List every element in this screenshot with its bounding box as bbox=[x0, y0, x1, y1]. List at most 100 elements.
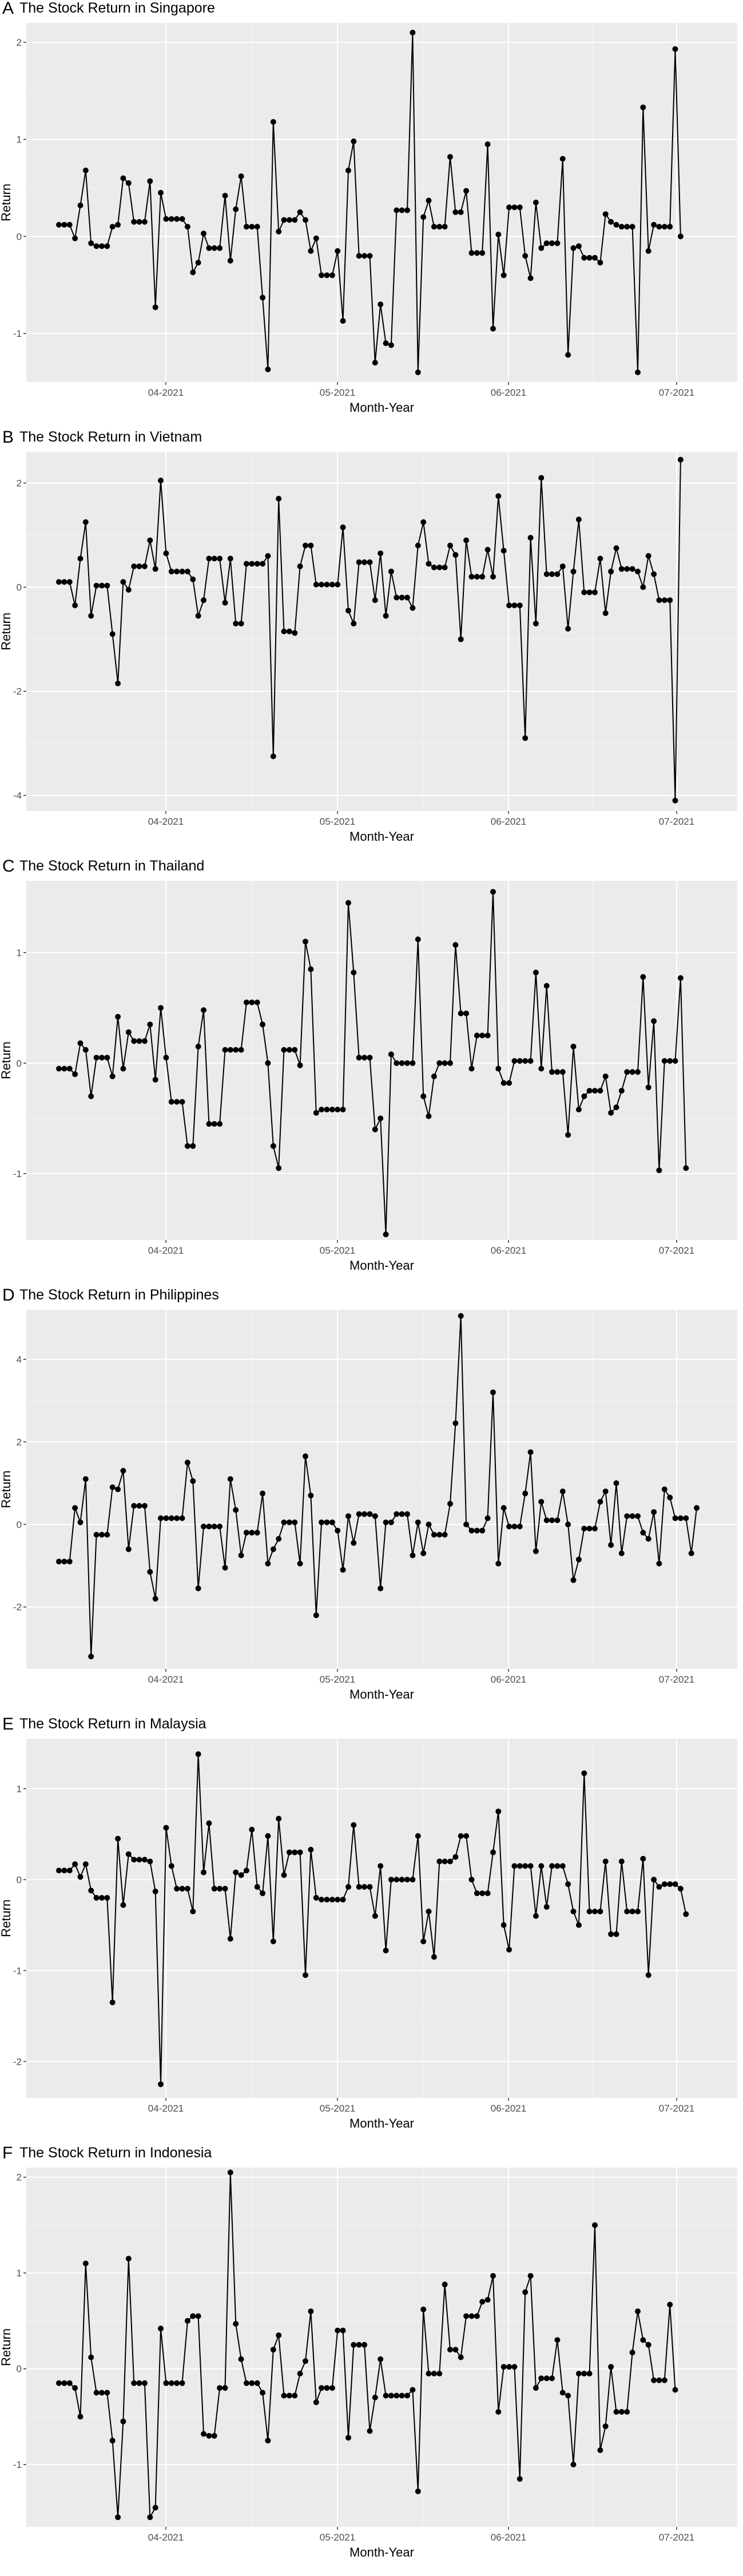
data-point bbox=[565, 1132, 571, 1138]
data-point bbox=[516, 602, 523, 609]
data-point bbox=[297, 2371, 303, 2377]
data-point bbox=[420, 519, 427, 525]
data-point bbox=[516, 1058, 523, 1064]
data-point bbox=[667, 597, 673, 603]
y-tick-label: -4 bbox=[13, 790, 22, 801]
data-point bbox=[361, 253, 368, 259]
data-point bbox=[656, 1560, 662, 1567]
data-point bbox=[345, 168, 351, 173]
data-point bbox=[656, 1884, 662, 1890]
data-point bbox=[458, 2354, 464, 2360]
data-point bbox=[158, 2081, 164, 2088]
data-point bbox=[61, 1559, 67, 1565]
data-point bbox=[211, 2432, 217, 2439]
data-point bbox=[372, 360, 378, 366]
series-line bbox=[59, 892, 687, 1235]
data-point bbox=[211, 1886, 217, 1892]
data-point bbox=[683, 1911, 689, 1917]
data-point bbox=[56, 2380, 62, 2386]
data-point bbox=[543, 983, 550, 989]
data-point bbox=[147, 1569, 153, 1575]
data-point bbox=[549, 240, 555, 247]
series-line bbox=[59, 1754, 687, 2085]
data-point bbox=[254, 1529, 260, 1536]
data-point bbox=[538, 475, 545, 481]
data-point bbox=[163, 1824, 169, 1831]
data-point bbox=[549, 571, 555, 577]
data-point bbox=[286, 2392, 292, 2399]
data-point bbox=[249, 560, 255, 567]
data-point bbox=[292, 1519, 298, 1525]
data-point bbox=[522, 1490, 529, 1497]
data-point bbox=[431, 2371, 437, 2377]
data-point bbox=[356, 559, 362, 565]
chart-panel-f: F The Stock Return in Indonesia 2 1 0 -1 04-20… bbox=[0, 2144, 737, 2559]
data-point bbox=[597, 260, 603, 266]
data-point bbox=[131, 1038, 137, 1044]
data-point bbox=[420, 2306, 427, 2312]
data-point bbox=[410, 1552, 416, 1559]
data-point bbox=[238, 1047, 244, 1053]
data-point bbox=[254, 224, 260, 230]
y-tick-label: 2 bbox=[17, 37, 22, 48]
data-point bbox=[565, 1881, 571, 1887]
data-point bbox=[452, 1854, 459, 1860]
data-point bbox=[608, 1110, 614, 1116]
data-point bbox=[211, 1524, 217, 1529]
data-point bbox=[431, 1954, 437, 1960]
data-point bbox=[511, 204, 518, 210]
data-point bbox=[410, 1877, 416, 1883]
data-point bbox=[286, 1519, 292, 1525]
data-point bbox=[586, 255, 593, 261]
data-point bbox=[484, 547, 491, 553]
data-point bbox=[635, 369, 641, 375]
data-point bbox=[335, 582, 341, 588]
data-point bbox=[179, 569, 185, 575]
data-point bbox=[99, 2390, 105, 2396]
data-point bbox=[415, 1519, 421, 1525]
y-tick-label: 0 bbox=[17, 582, 22, 593]
y-tick-label: 4 bbox=[17, 1354, 22, 1365]
data-point bbox=[367, 559, 373, 565]
data-point bbox=[372, 2394, 378, 2400]
data-point bbox=[522, 1863, 529, 1869]
data-point bbox=[82, 1047, 89, 1053]
data-point bbox=[238, 2356, 244, 2362]
data-point bbox=[656, 597, 662, 603]
x-tick-label: 05-2021 bbox=[320, 1674, 355, 1685]
data-point bbox=[677, 975, 684, 981]
data-point bbox=[543, 2375, 550, 2382]
data-point bbox=[661, 1058, 667, 1064]
data-point bbox=[179, 1515, 185, 1521]
data-point bbox=[383, 1231, 389, 1238]
data-point bbox=[575, 516, 582, 523]
data-point bbox=[372, 597, 378, 603]
data-point bbox=[227, 1476, 233, 1482]
data-point bbox=[570, 569, 577, 575]
data-point bbox=[367, 1055, 373, 1061]
data-point bbox=[163, 2380, 169, 2386]
data-point bbox=[383, 340, 389, 347]
y-tick-label: -1 bbox=[13, 2459, 22, 2470]
y-axis-title: Return bbox=[0, 184, 13, 221]
data-point bbox=[506, 1080, 512, 1086]
data-point bbox=[586, 589, 593, 595]
data-point bbox=[270, 2347, 276, 2353]
data-point bbox=[586, 1088, 593, 1094]
data-point bbox=[356, 1511, 362, 1517]
data-point bbox=[367, 1511, 373, 1517]
data-point bbox=[677, 456, 684, 463]
data-point bbox=[233, 2321, 239, 2327]
data-point bbox=[345, 1884, 351, 1890]
data-point bbox=[292, 1849, 298, 1855]
data-point bbox=[618, 224, 625, 230]
data-point bbox=[458, 1313, 464, 1319]
data-point bbox=[538, 1066, 545, 1072]
data-point bbox=[201, 1524, 206, 1529]
data-point bbox=[136, 1038, 142, 1044]
x-tick-label: 04-2021 bbox=[148, 1674, 184, 1685]
data-point bbox=[474, 250, 480, 256]
data-point bbox=[399, 1511, 405, 1517]
data-point bbox=[511, 1524, 518, 1529]
